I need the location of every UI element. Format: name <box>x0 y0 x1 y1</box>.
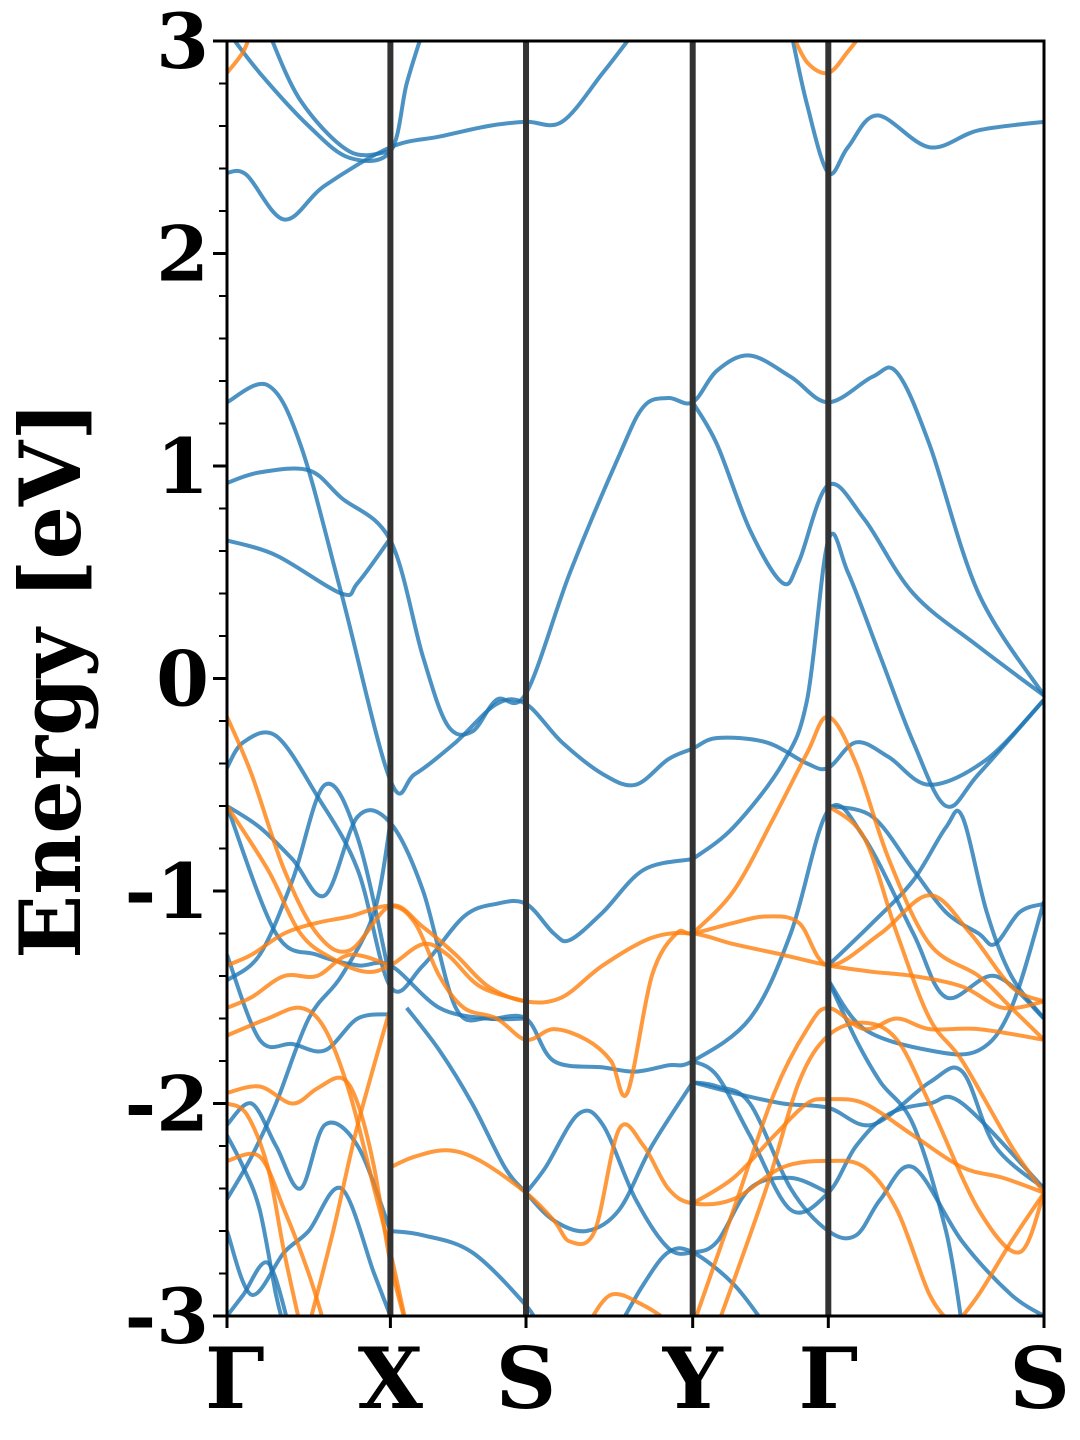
band-lines <box>227 41 1044 1316</box>
orange-band-line-45 <box>718 1020 1044 1316</box>
blue-band-line-16 <box>691 1059 1044 1215</box>
high-symmetry-lines <box>387 41 832 1316</box>
orange-band-line-43 <box>691 1097 1044 1206</box>
blue-band-line-27 <box>227 1185 393 1316</box>
blue-band-line-3 <box>790 41 1044 177</box>
plot-frame <box>225 39 1046 1318</box>
blue-band-line-22 <box>390 1229 536 1316</box>
y-tick-label: -1 <box>125 847 209 936</box>
orange-band-line-42 <box>590 1292 665 1316</box>
blue-band-line-0 <box>227 41 630 222</box>
blue-band-line-19 <box>827 804 1044 947</box>
blue-band-line-17 <box>826 979 963 1316</box>
blue-band-line-2 <box>270 41 391 158</box>
blue-band-line-9 <box>227 730 694 994</box>
blue-band-line-26 <box>227 822 393 1201</box>
blue-band-line-4 <box>227 381 1044 796</box>
orange-band-line-32 <box>227 716 1044 1011</box>
x-tick-label: S <box>1009 1329 1070 1428</box>
orange-band-line-34 <box>227 804 527 1004</box>
y-tick-label: -3 <box>125 1272 209 1361</box>
blue-band-line-10 <box>227 803 1044 1074</box>
blue-band-line-6 <box>227 537 393 598</box>
y-axis-title: Energy [eV] <box>1 401 100 959</box>
orange-band-line-46 <box>691 714 1044 1042</box>
orange-band-line-33 <box>227 893 1044 1098</box>
blue-band-line-23 <box>405 1006 695 1234</box>
orange-band-line-40 <box>389 1122 947 1316</box>
orange-band-line-35 <box>227 952 392 1010</box>
blue-band-line-12 <box>227 781 393 982</box>
blue-band-line-15 <box>692 1080 1044 1316</box>
blue-band-line-1 <box>232 41 422 163</box>
orange-band-line-30 <box>227 41 251 75</box>
orange-band-line-37 <box>227 1075 406 1316</box>
orange-band-line-39 <box>227 1101 301 1316</box>
blue-band-line-29 <box>227 1134 284 1316</box>
blue-band-line-25 <box>227 1101 393 1232</box>
blue-band-line-5 <box>227 353 1044 737</box>
orange-band-line-38 <box>227 1151 324 1316</box>
blue-band-line-7 <box>690 401 1044 698</box>
x-tick-label: Γ <box>798 1329 858 1428</box>
x-tick-label: Y <box>662 1329 724 1428</box>
orange-band-line-41 <box>309 1007 393 1316</box>
y-tick-label: 3 <box>156 0 209 86</box>
orange-band-line-48 <box>960 1191 1044 1316</box>
blue-band-line-20 <box>826 808 1044 1020</box>
x-tick-label: Γ <box>205 1329 265 1428</box>
x-tick-label: X <box>358 1329 424 1428</box>
y-tick-label: 2 <box>156 210 209 299</box>
blue-band-line-13 <box>227 954 391 1054</box>
x-tick-label: S <box>496 1329 557 1428</box>
orange-band-line-47 <box>826 804 1044 1194</box>
y-tick-label: -2 <box>125 1060 209 1149</box>
y-tick-label: 0 <box>156 635 209 724</box>
blue-band-line-28 <box>227 1260 289 1316</box>
blue-band-line-8 <box>691 531 1044 861</box>
blue-band-line-24 <box>622 1246 762 1316</box>
y-tick-label: 1 <box>156 422 209 511</box>
y-axis-ticks: 3 2 1 0 -1 -2 -3 <box>125 0 227 1361</box>
